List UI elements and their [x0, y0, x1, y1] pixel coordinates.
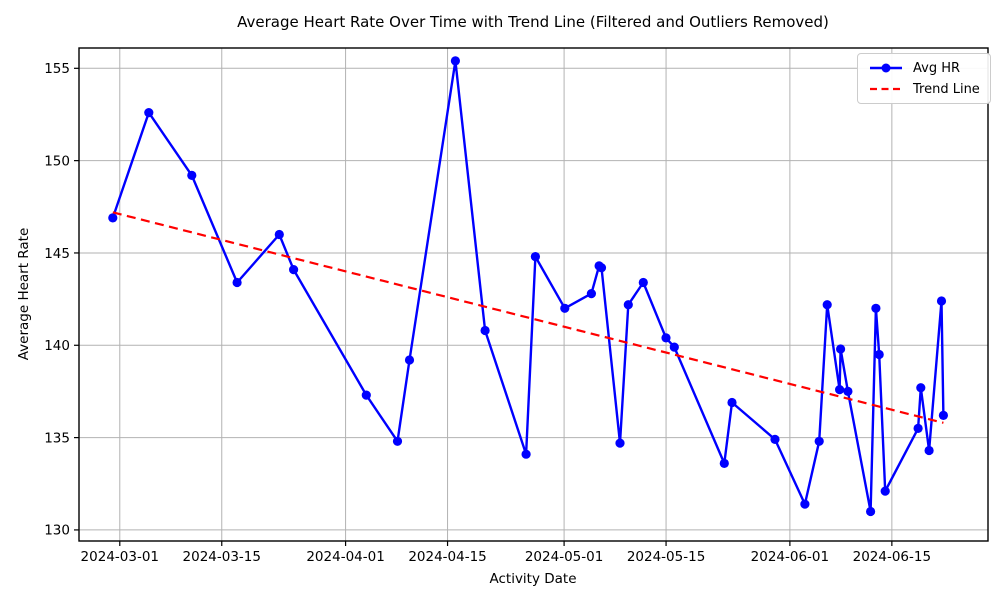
data-point-marker [623, 300, 633, 310]
data-point-marker [638, 277, 648, 288]
avg-hr-line [111, 59, 945, 513]
data-point-marker [108, 213, 118, 223]
legend-item-trend-line: Trend Line [868, 82, 980, 96]
y-tick-label: 140 [44, 338, 70, 354]
data-point-marker [187, 170, 197, 180]
data-point-marker [450, 56, 460, 66]
y-tick-label: 135 [44, 430, 70, 446]
data-point-marker [480, 325, 490, 336]
x-tick-label: 2024-05-15 [627, 549, 705, 565]
data-point-marker [924, 445, 934, 456]
x-axis-label: Activity Date [489, 571, 577, 587]
legend: Avg HR Trend Line [857, 53, 991, 104]
data-point-marker [615, 438, 625, 448]
data-point-marker [836, 344, 846, 354]
x-tick-label: 2024-04-15 [408, 549, 486, 565]
data-point-marker [835, 385, 845, 395]
data-point-marker [800, 499, 810, 509]
data-point-marker [843, 386, 853, 396]
data-point-marker [822, 300, 832, 310]
x-tick-label: 2024-03-15 [183, 549, 261, 565]
data-point-marker [361, 390, 371, 400]
avg-hr-legend-sample [870, 63, 902, 73]
y-tick-label: 150 [44, 153, 70, 169]
x-tick-label: 2024-06-01 [751, 549, 829, 565]
data-point-marker [404, 355, 415, 365]
data-point-marker [392, 436, 403, 446]
data-point-marker [874, 349, 884, 360]
data-point-marker [289, 265, 299, 275]
data-point-marker [586, 289, 597, 299]
axes-spines [78, 47, 989, 542]
x-tick-label: 2024-06-15 [853, 549, 931, 565]
x-tick-label: 2024-04-01 [306, 549, 384, 565]
data-point-marker [913, 423, 923, 433]
data-point-marker [916, 383, 926, 393]
legend-marker-sample [881, 63, 891, 73]
data-point-marker [530, 252, 541, 262]
data-point-marker [938, 410, 949, 420]
x-tick-label: 2024-05-01 [525, 549, 603, 565]
y-tick-label: 145 [44, 246, 70, 262]
data-point-marker [936, 296, 947, 306]
data-point-marker [871, 303, 881, 313]
data-point-marker [560, 303, 570, 313]
data-point-marker [727, 397, 737, 408]
legend-item-avg-hr: Avg HR [868, 61, 980, 75]
y-tick-label: 155 [44, 61, 70, 77]
trend-line [112, 211, 944, 424]
trend-legend-sample [870, 87, 902, 91]
data-point-marker [770, 434, 780, 444]
y-tick-label: 130 [44, 523, 70, 539]
legend-label-avg-hr: Avg HR [913, 60, 961, 76]
chart-title: Average Heart Rate Over Time with Trend … [237, 13, 829, 31]
data-point-marker [596, 263, 607, 273]
data-point-marker [232, 277, 242, 288]
data-point-marker [669, 342, 679, 352]
data-point-marker [866, 506, 876, 517]
data-point-marker [144, 108, 154, 118]
data-point-marker [814, 436, 824, 446]
data-point-marker [274, 229, 284, 240]
data-point-marker [661, 333, 671, 343]
data-point-marker [719, 458, 729, 468]
data-point-marker [521, 449, 531, 459]
legend-label-trend-line: Trend Line [913, 81, 980, 97]
x-tick-label: 2024-03-01 [81, 549, 159, 565]
data-point-marker [880, 486, 890, 496]
